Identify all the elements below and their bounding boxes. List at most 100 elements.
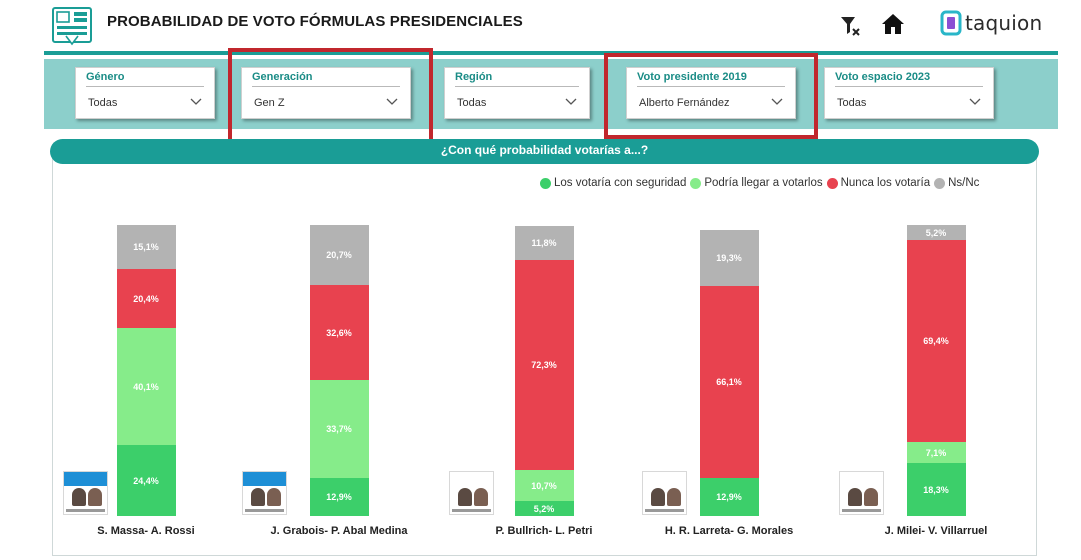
bar-segment[interactable]: 33,7% [309, 380, 369, 478]
legend-swatch [826, 177, 838, 189]
slicer-region[interactable]: Región Todas [444, 67, 590, 119]
poster-caption [645, 509, 684, 512]
data-label: 24,4% [133, 475, 159, 486]
chevron-down-icon[interactable] [386, 98, 398, 106]
data-label: 18,3% [923, 484, 949, 495]
candidate-poster-image [839, 471, 884, 515]
bar-segment[interactable]: 32,6% [309, 285, 369, 380]
data-label: 66,1% [716, 377, 742, 387]
candidate-poster-image [242, 471, 287, 515]
legend-label: Podría llegar a votarlos [704, 177, 823, 189]
chevron-down-icon[interactable] [969, 98, 981, 106]
data-label: 19,3% [716, 253, 742, 263]
candidate-label: H. R. Larreta- G. Morales [664, 525, 794, 537]
legend-swatch [934, 177, 946, 189]
taquion-logo-icon [940, 10, 962, 36]
chart-legend: Los votaría con seguridad Podría llegar … [540, 177, 983, 189]
candidate-photo [72, 488, 86, 506]
slicer-value: Todas [457, 97, 487, 109]
slicer-label: Voto presidente 2019 [637, 71, 747, 83]
slicer-value: Todas [88, 97, 118, 109]
legend-label: Nunca los votaría [840, 177, 931, 189]
poster-caption [245, 509, 284, 512]
bar-segment[interactable]: 11,8% [514, 226, 574, 260]
candidate-poster-image [642, 471, 687, 515]
chart-title-bar: ¿Con qué probabilidad votarías a...? [50, 139, 1039, 164]
slicer-divider [86, 86, 204, 87]
candidate-photo [667, 488, 681, 506]
bar-segment[interactable]: 66,1% [699, 286, 759, 478]
data-label: 40,1% [133, 381, 159, 392]
legend-item[interactable]: Podría llegar a votarlos [690, 177, 823, 189]
home-icon[interactable] [881, 13, 905, 35]
candidate-photo [474, 488, 488, 506]
chart-title: ¿Con qué probabilidad votarías a...? [440, 143, 649, 157]
slicer-voto-presidente-2019[interactable]: Voto presidente 2019 Alberto Fernández [626, 67, 796, 119]
data-label: 10,7% [531, 480, 557, 491]
poster-header [643, 472, 686, 486]
page-title: PROBABILIDAD DE VOTO FÓRMULAS PRESIDENCI… [107, 13, 523, 30]
header-bar: PROBABILIDAD DE VOTO FÓRMULAS PRESIDENCI… [0, 0, 1081, 52]
slicer-voto-espacio-2023[interactable]: Voto espacio 2023 Todas [824, 67, 994, 119]
bar-segment[interactable]: 10,7% [514, 470, 574, 501]
brand-name: taquion [965, 11, 1043, 35]
bar-segment[interactable]: 15,1% [116, 225, 176, 269]
candidate-poster-image [63, 471, 108, 515]
bar-segment[interactable]: 7,1% [906, 442, 966, 463]
data-label: 20,4% [133, 293, 159, 304]
candidate-photo [267, 488, 281, 506]
candidate-photo [88, 488, 102, 506]
data-label: 20,7% [326, 250, 352, 260]
legend-item[interactable]: Nunca los votaría [826, 177, 931, 189]
poster-caption [842, 509, 881, 512]
data-label: 69,4% [923, 336, 949, 346]
data-label: 7,1% [925, 447, 947, 458]
bar-segment[interactable]: 40,1% [116, 328, 176, 445]
candidate-poster-image [449, 471, 494, 515]
candidate-label: J. Grabois- P. Abal Medina [270, 525, 408, 537]
bar-segment[interactable]: 18,3% [906, 463, 966, 516]
candidate-photo [864, 488, 878, 506]
bar-segment[interactable]: 20,4% [116, 269, 176, 328]
data-label: 33,7% [326, 424, 352, 434]
slicer-divider [455, 86, 579, 87]
bar-segment[interactable]: 12,9% [699, 478, 759, 516]
legend-item[interactable]: Ns/Nc [934, 177, 979, 189]
brand-logo: taquion [940, 8, 1042, 38]
poster-header [64, 472, 107, 486]
slicer-generacion[interactable]: Generación Gen Z [241, 67, 411, 119]
bar-segment[interactable]: 20,7% [309, 225, 369, 285]
chevron-down-icon[interactable] [190, 98, 202, 106]
data-label: 11,8% [531, 238, 557, 248]
poster-header [450, 472, 493, 486]
chevron-down-icon[interactable] [565, 98, 577, 106]
poster-header [840, 472, 883, 486]
filter-clear-icon[interactable] [840, 15, 860, 37]
legend-label: Ns/Nc [948, 177, 980, 189]
legend-item[interactable]: Los votaría con seguridad [540, 177, 686, 189]
slicer-label: Género [86, 71, 125, 83]
bar-segment[interactable]: 19,3% [699, 230, 759, 286]
slicer-label: Voto espacio 2023 [835, 71, 931, 83]
poster-caption [452, 509, 491, 512]
bar-segment[interactable]: 69,4% [906, 240, 966, 442]
bar-segment[interactable]: 5,2% [514, 501, 574, 516]
candidate-label: S. Massa- A. Rossi [97, 525, 195, 537]
legend-swatch [690, 177, 702, 189]
bar-segment[interactable]: 5,2% [906, 225, 966, 240]
bar-segment[interactable]: 72,3% [514, 260, 574, 470]
data-label: 32,6% [326, 327, 352, 338]
poster-caption [66, 509, 105, 512]
slicer-divider [252, 86, 400, 87]
poster-header [243, 472, 286, 486]
slicer-genero[interactable]: Género Todas [75, 67, 215, 119]
slicer-label: Región [455, 71, 493, 83]
candidate-photo [251, 488, 265, 506]
chevron-down-icon[interactable] [771, 98, 783, 106]
bar-segment[interactable]: 12,9% [309, 478, 369, 516]
candidate-label: J. Milei- V. Villarruel [884, 525, 988, 537]
slicer-value: Gen Z [254, 97, 285, 109]
slicer-divider [637, 86, 785, 87]
slicer-value: Todas [837, 97, 867, 109]
bar-segment[interactable]: 24,4% [116, 445, 176, 516]
